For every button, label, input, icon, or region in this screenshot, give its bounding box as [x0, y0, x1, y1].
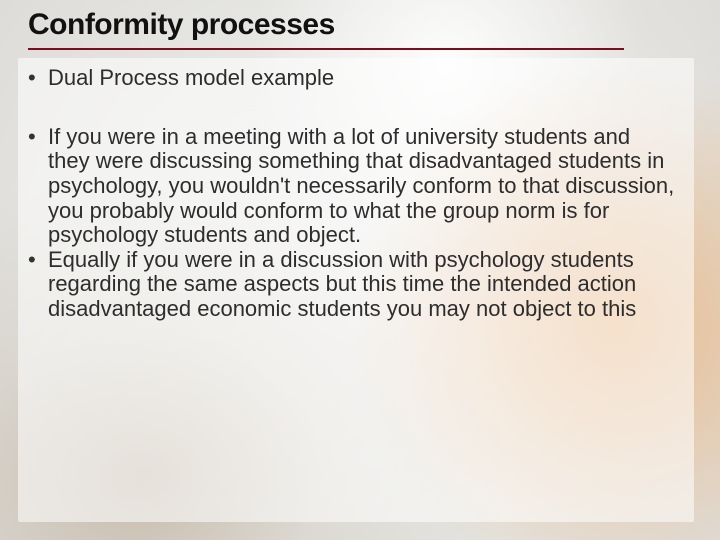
bullet-list-2: If you were in a meeting with a lot of u…: [18, 125, 694, 322]
bullet-text: Dual Process model example: [48, 65, 334, 90]
bullet-item: Dual Process model example: [24, 66, 676, 91]
bullet-text: Equally if you were in a discussion with…: [48, 247, 636, 321]
bullet-list-1: Dual Process model example: [18, 58, 694, 91]
slide-title: Conformity processes: [0, 0, 720, 46]
title-underline: [28, 48, 624, 50]
bullet-item: If you were in a meeting with a lot of u…: [24, 125, 676, 248]
bullet-text: If you were in a meeting with a lot of u…: [48, 124, 674, 248]
content-panel: Dual Process model example If you were i…: [18, 58, 694, 522]
slide-container: Conformity processes Dual Process model …: [0, 0, 720, 540]
bullet-item: Equally if you were in a discussion with…: [24, 248, 676, 322]
